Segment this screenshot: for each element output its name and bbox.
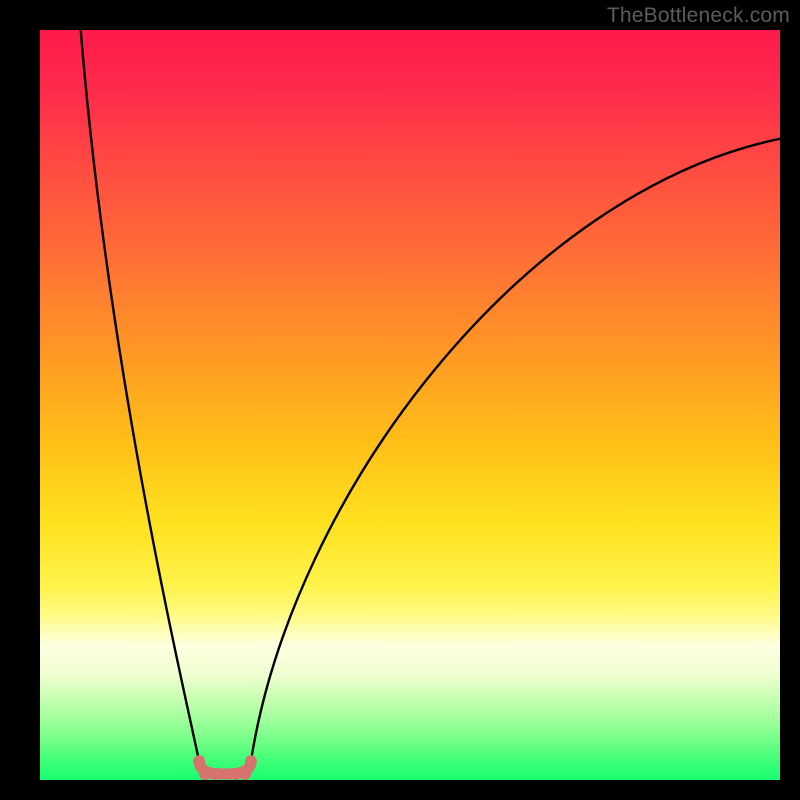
trough-dot [239,768,251,780]
bottleneck-curve [40,30,780,780]
watermark-text: TheBottleneck.com [607,4,790,28]
plot-area [40,30,780,780]
figure-root: TheBottleneck.com [0,0,800,800]
trough-dot [209,768,221,780]
curve-left-branch [81,30,199,761]
trough-dot [245,755,257,767]
trough-dot [193,755,205,767]
curve-right-branch [251,139,780,762]
